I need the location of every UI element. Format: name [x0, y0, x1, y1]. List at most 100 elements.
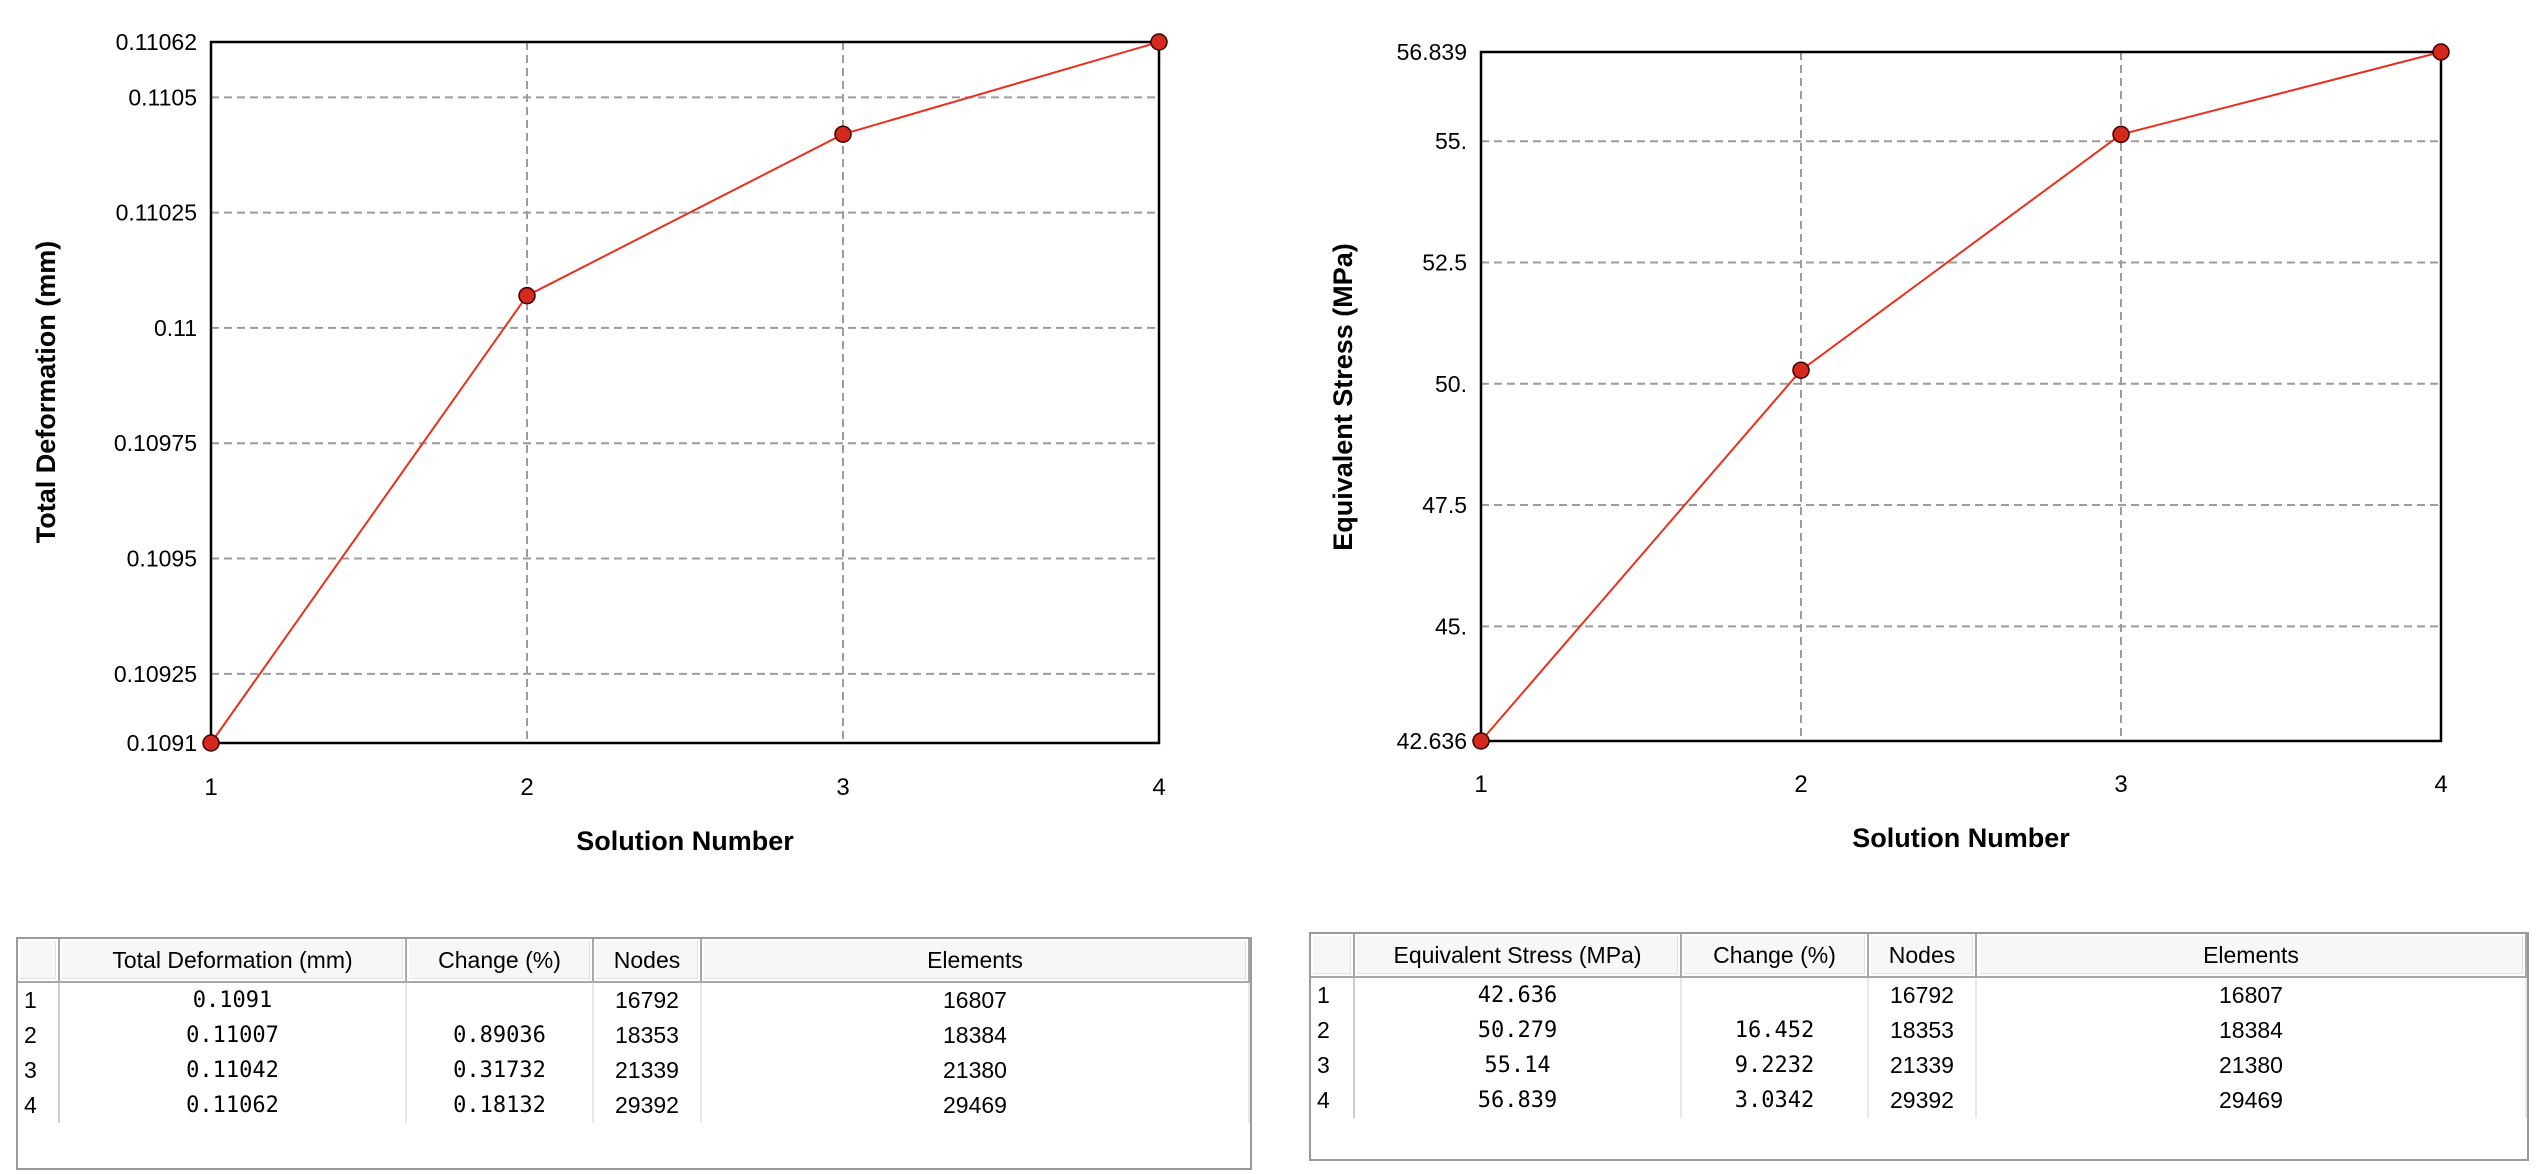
data-point — [518, 286, 536, 305]
data-point — [1792, 361, 1810, 379]
x-tick-label: 3 — [2114, 771, 2127, 798]
cell-change: 0.31732 — [406, 1053, 594, 1088]
column-header-elements[interactable]: Elements — [1976, 934, 2527, 978]
table-row[interactable]: 3 0.11042 0.31732 21339 21380 — [18, 1053, 1250, 1088]
cell-value: 0.11042 — [59, 1053, 407, 1088]
row-index: 4 — [1311, 1083, 1355, 1118]
cell-change: 0.18132 — [406, 1088, 594, 1123]
table-row[interactable]: 2 0.11007 0.89036 18353 18384 — [18, 1018, 1250, 1053]
cell-elements: 16807 — [1976, 977, 2527, 1013]
cell-elements: 29469 — [1976, 1083, 2527, 1118]
x-tick-label: 2 — [520, 774, 533, 801]
y-tick-label: 0.11062 — [116, 29, 197, 55]
cell-value: 55.14 — [1354, 1048, 1682, 1083]
x-axis-title: Solution Number — [576, 826, 794, 856]
deformation-results-table: Total Deformation (mm) Change (%) Nodes … — [16, 937, 1252, 1170]
cell-elements: 16807 — [701, 982, 1250, 1018]
row-index: 2 — [1311, 1013, 1355, 1048]
data-point — [202, 734, 220, 752]
cell-value: 42.636 — [1354, 977, 1682, 1013]
y-tick-label: 52.5 — [1422, 249, 1467, 275]
table-header-row: Equivalent Stress (MPa) Change (%) Nodes… — [1311, 934, 2527, 978]
column-header-value[interactable]: Equivalent Stress (MPa) — [1354, 934, 1682, 978]
x-tick-label: 1 — [1474, 771, 1487, 798]
cell-change: 9.2232 — [1681, 1048, 1869, 1083]
cell-change — [406, 982, 594, 1018]
y-tick-label: 0.11 — [154, 315, 197, 341]
x-tick-label: 4 — [1152, 774, 1165, 801]
table-row[interactable]: 2 50.279 16.452 18353 18384 — [1311, 1013, 2527, 1048]
cell-change: 3.0342 — [1681, 1083, 1869, 1118]
data-point — [2432, 43, 2450, 61]
cell-elements: 21380 — [1976, 1048, 2527, 1083]
column-header-nodes[interactable]: Nodes — [1868, 934, 1977, 978]
cell-change: 0.89036 — [406, 1018, 594, 1053]
cell-change — [1681, 977, 1869, 1013]
cell-elements: 18384 — [1976, 1013, 2527, 1048]
column-header-elements[interactable]: Elements — [701, 939, 1250, 983]
cell-nodes: 16792 — [593, 982, 702, 1018]
row-index-header — [1311, 934, 1355, 978]
column-header-change[interactable]: Change (%) — [1681, 934, 1869, 978]
y-tick-label: 45. — [1435, 613, 1467, 639]
cell-nodes: 18353 — [1868, 1013, 1977, 1048]
deformation-chart: 0.1091 0.10925 0.1095 0.10975 0.11 0.11025 0.1… — [31, 29, 1168, 856]
table-row[interactable]: 3 55.14 9.2232 21339 21380 — [1311, 1048, 2527, 1083]
y-tick-label: 55. — [1435, 128, 1467, 154]
column-header-nodes[interactable]: Nodes — [593, 939, 702, 983]
row-index: 3 — [18, 1053, 60, 1088]
data-point — [1472, 732, 1490, 750]
cell-value: 0.11007 — [59, 1018, 407, 1053]
cell-value: 50.279 — [1354, 1013, 1682, 1048]
series-line — [1480, 51, 2442, 742]
cell-nodes: 21339 — [1868, 1048, 1977, 1083]
plot-area — [1481, 52, 2441, 741]
series-line — [210, 41, 1160, 744]
row-index: 3 — [1311, 1048, 1355, 1083]
row-index: 1 — [18, 982, 60, 1018]
cell-nodes: 29392 — [1868, 1083, 1977, 1118]
table-row[interactable]: 1 42.636 16792 16807 — [1311, 977, 2527, 1013]
cell-elements: 29469 — [701, 1088, 1250, 1123]
y-tick-label: 0.10975 — [114, 430, 197, 456]
row-index: 1 — [1311, 977, 1355, 1013]
cell-value: 0.11062 — [59, 1088, 407, 1123]
row-index: 2 — [18, 1018, 60, 1053]
column-header-change[interactable]: Change (%) — [406, 939, 594, 983]
row-index: 4 — [18, 1088, 60, 1123]
cell-nodes: 16792 — [1868, 977, 1977, 1013]
data-point — [2112, 125, 2130, 144]
cell-nodes: 29392 — [593, 1088, 702, 1123]
y-tick-label: 0.1095 — [127, 546, 197, 572]
table-header-row: Total Deformation (mm) Change (%) Nodes … — [18, 939, 1250, 983]
y-axis-title: Total Deformation (mm) — [31, 241, 61, 544]
y-tick-label: 0.1105 — [128, 84, 197, 110]
stress-chart: 42.636 45. 47.5 50. 52.5 55. 56.839 1 2 3 4 Solutio… — [1328, 39, 2450, 853]
plot-frame — [1479, 50, 2443, 743]
cell-elements: 21380 — [701, 1053, 1250, 1088]
x-axis-title: Solution Number — [1852, 823, 2070, 853]
cell-value: 56.839 — [1354, 1083, 1682, 1118]
column-header-value[interactable]: Total Deformation (mm) — [59, 939, 407, 983]
table-row[interactable]: 1 0.1091 16792 16807 — [18, 982, 1250, 1018]
y-tick-label: 0.11025 — [116, 200, 197, 226]
y-tick-label: 0.10925 — [114, 661, 197, 687]
y-tick-label: 50. — [1435, 371, 1467, 397]
x-tick-label: 2 — [1794, 771, 1807, 798]
cell-elements: 18384 — [701, 1018, 1250, 1053]
x-tick-label: 1 — [204, 774, 217, 801]
y-tick-label: 0.1091 — [127, 730, 197, 756]
table-row[interactable]: 4 0.11062 0.18132 29392 29469 — [18, 1088, 1250, 1123]
cell-nodes: 21339 — [593, 1053, 702, 1088]
cell-nodes: 18353 — [593, 1018, 702, 1053]
x-tick-label: 3 — [836, 774, 849, 801]
y-tick-label: 47.5 — [1422, 492, 1467, 518]
plot-frame — [209, 40, 1161, 745]
y-axis-title: Equivalent Stress (MPa) — [1328, 243, 1358, 551]
cell-change: 16.452 — [1681, 1013, 1869, 1048]
plot-area — [211, 42, 1159, 743]
y-tick-label: 42.636 — [1397, 728, 1467, 754]
table-row[interactable]: 4 56.839 3.0342 29392 29469 — [1311, 1083, 2527, 1118]
cell-value: 0.1091 — [59, 982, 407, 1018]
